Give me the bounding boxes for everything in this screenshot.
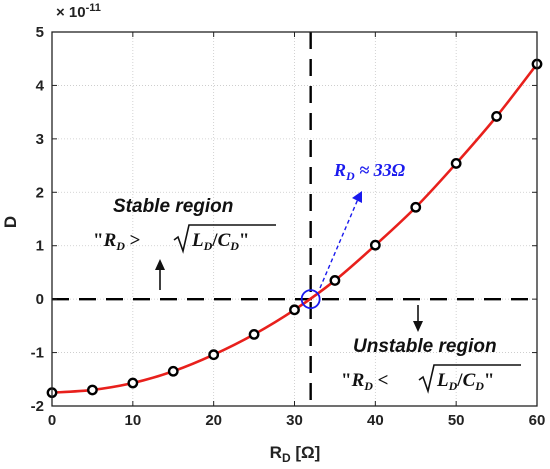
y-tick-label: 3 (36, 131, 44, 148)
y-tick-label: 4 (36, 77, 45, 94)
x-tick-label: 0 (48, 412, 56, 429)
down-arrow-icon (413, 305, 423, 332)
data-point (289, 304, 300, 316)
series-layer (46, 58, 543, 399)
data-point (167, 365, 179, 377)
data-point (369, 239, 381, 251)
reference-lines (52, 32, 537, 406)
x-tick-label: 10 (124, 412, 141, 429)
y-tick-label: 1 (36, 238, 44, 255)
x-tick-label: 60 (529, 412, 546, 429)
stable-region-formula-radicand: LD/CD" (191, 230, 249, 253)
up-arrow-icon (155, 259, 165, 290)
critical-point-marker (300, 289, 321, 310)
data-point (208, 349, 220, 361)
y-tick-label: 5 (36, 24, 44, 41)
unstable-sqrt-symbol (418, 364, 521, 394)
y-tick-label: -2 (31, 398, 44, 415)
unstable-region-formula: "RD < (341, 370, 389, 393)
stable-sqrt-symbol (173, 224, 276, 254)
stable-region-formula: "RD > (93, 230, 141, 253)
data-point (329, 275, 341, 286)
x-tick-label: 20 (205, 412, 222, 429)
unstable-region-formula-radicand: LD/CD" (436, 370, 494, 393)
x-tick-label: 50 (448, 412, 465, 429)
y-tick-label: 0 (36, 291, 44, 308)
data-point (491, 111, 502, 122)
unstable-region-title: Unstable region (353, 336, 497, 357)
x-tick-label: 30 (286, 412, 303, 429)
critical-value-label: RD ≈ 33Ω (333, 160, 406, 183)
data-point (248, 329, 260, 340)
y-tick-label: 2 (36, 184, 44, 201)
data-point (87, 384, 98, 396)
data-point (410, 201, 422, 213)
y-axis-label: D (1, 216, 20, 228)
x-axis-label: RD [Ω] (270, 443, 321, 465)
data-point (127, 377, 139, 389)
y-multiplier: × 10-11 (56, 2, 101, 21)
data-point (450, 158, 462, 169)
x-tick-label: 40 (367, 412, 384, 429)
y-tick-label: -1 (31, 345, 44, 362)
tick-labels: 0 10 20 30 40 50 60 -2 -1 0 1 2 3 4 5 (31, 24, 546, 429)
stable-region-title: Stable region (113, 196, 233, 217)
callout-arrow-icon (319, 191, 362, 289)
